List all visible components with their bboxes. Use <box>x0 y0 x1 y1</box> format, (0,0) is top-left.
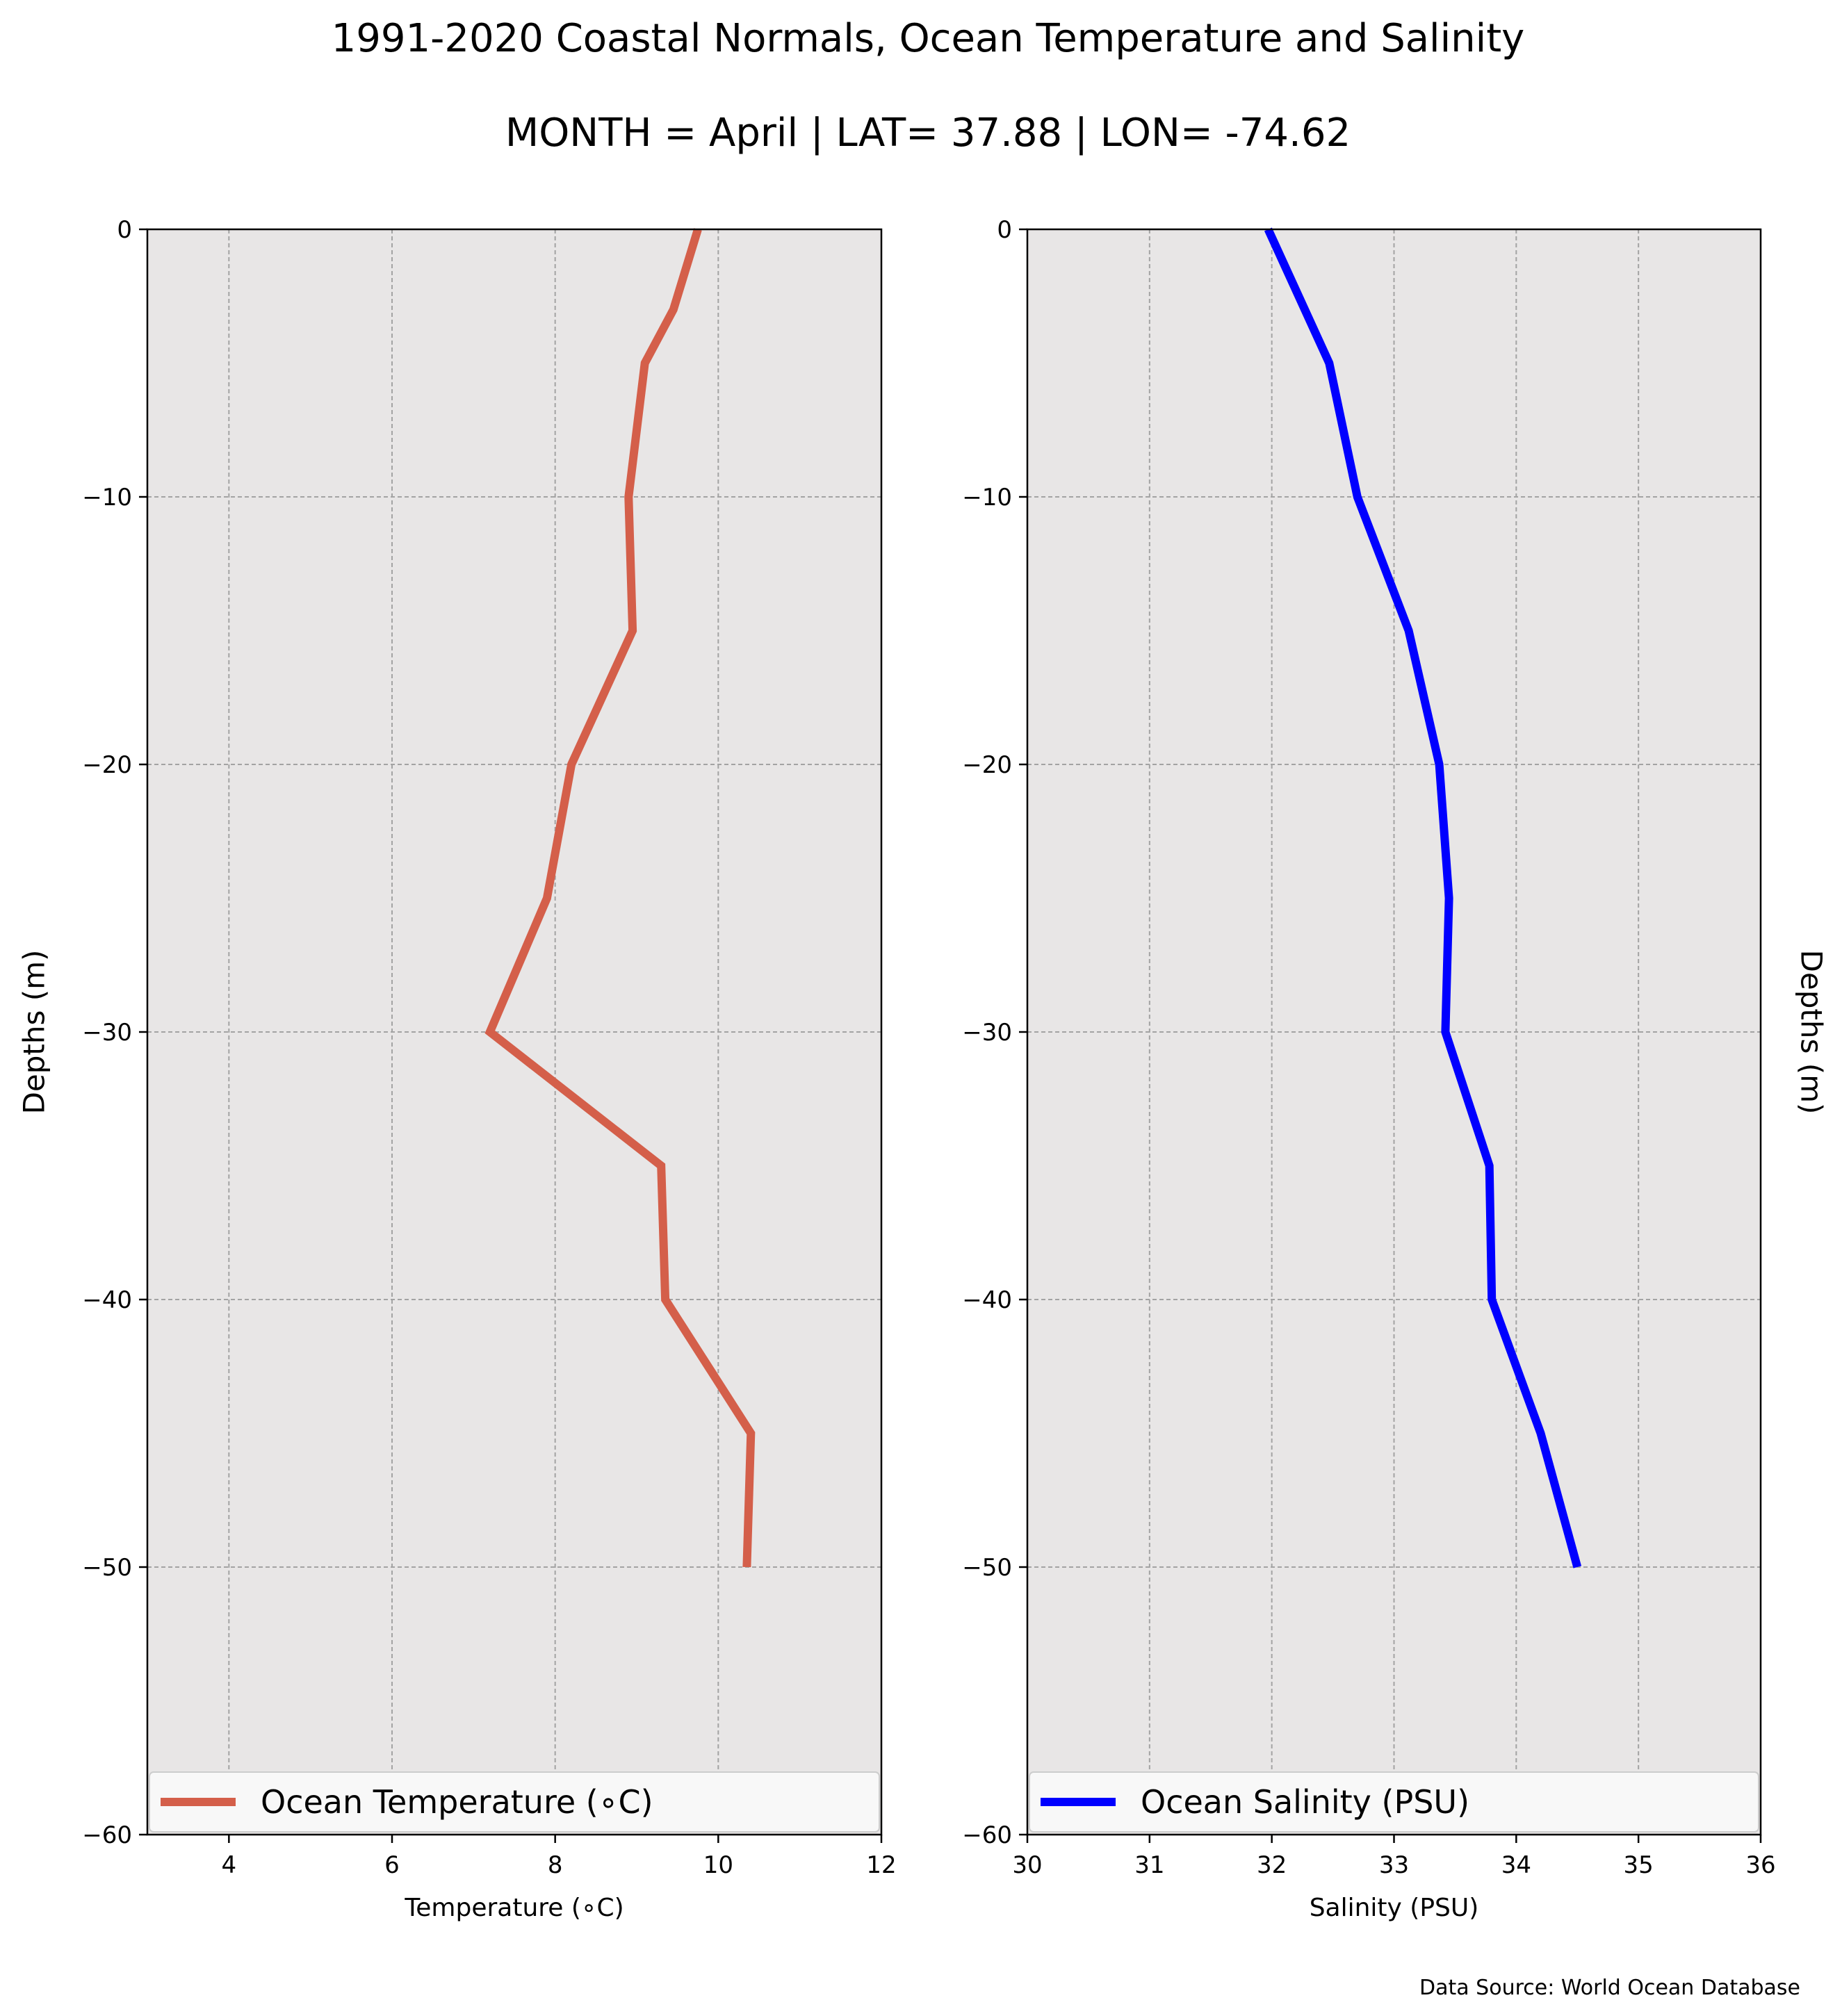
temp-xtick-label: 12 <box>866 1851 896 1879</box>
sal-ytick-label: −40 <box>962 1286 1012 1314</box>
sal-ytick-label: 0 <box>997 216 1012 244</box>
chart-subtitle: MONTH = April | LAT= 37.88 | LON= -74.62 <box>505 110 1351 156</box>
temp-ytick-label: −20 <box>82 751 132 779</box>
sal-xtick-label: 31 <box>1134 1851 1164 1879</box>
temp-ytick-label: −60 <box>82 1821 132 1849</box>
temp-ytick-label: −10 <box>82 484 132 511</box>
sal-xtick-label: 30 <box>1012 1851 1042 1879</box>
sal-xtick-label: 32 <box>1257 1851 1287 1879</box>
sal-y-axis-label: Depths (m) <box>1795 950 1829 1115</box>
sal-ytick-label: −60 <box>962 1821 1012 1849</box>
salinity-panel: Ocean Salinity (PSU) 30 31 32 33 34 35 36 0 −10 −2… <box>962 216 1828 1922</box>
sal-ytick-label: −30 <box>962 1019 1012 1047</box>
temp-ytick-label: 0 <box>117 216 132 244</box>
sal-series-line <box>1264 227 1582 1568</box>
sal-legend-box <box>1029 1771 1759 1833</box>
temp-xtick-label: 4 <box>222 1851 237 1879</box>
temp-x-axis-label: Temperature (∘C) <box>404 1894 623 1922</box>
sal-ytick-label: −10 <box>962 484 1012 511</box>
temp-y-axis-label: Depths (m) <box>17 950 51 1115</box>
temp-xtick-label: 6 <box>384 1851 400 1879</box>
chart-title: 1991-2020 Coastal Normals, Ocean Tempera… <box>332 16 1525 61</box>
sal-xtick-label: 34 <box>1501 1851 1531 1879</box>
data-source: Data Source: World Ocean Database <box>1419 1976 1800 2000</box>
temp-legend-box <box>149 1771 880 1833</box>
sal-ytick-label: −50 <box>962 1554 1012 1582</box>
temp-ytick-label: −30 <box>82 1019 132 1047</box>
temp-ytick-label: −40 <box>82 1286 132 1314</box>
sal-xtick-label: 33 <box>1379 1851 1409 1879</box>
sal-xtick-label: 36 <box>1745 1851 1775 1879</box>
temp-xtick-label: 10 <box>703 1851 733 1879</box>
sal-legend-label: Ocean Salinity (PSU) <box>1141 1783 1469 1821</box>
temp-legend-label: Ocean Temperature (∘C) <box>261 1783 653 1821</box>
sal-ytick-label: −20 <box>962 751 1012 779</box>
temp-plot-area <box>147 229 881 1835</box>
sal-xtick-label: 35 <box>1624 1851 1654 1879</box>
temperature-panel: Ocean Temperature (∘C) 4 6 8 10 12 0 −10 −20 −30 −… <box>17 216 897 1922</box>
temp-ytick-label: −50 <box>82 1554 132 1582</box>
temp-series-line <box>484 228 756 1568</box>
sal-x-axis-label: Salinity (PSU) <box>1310 1894 1479 1922</box>
temp-xtick-label: 8 <box>548 1851 563 1879</box>
